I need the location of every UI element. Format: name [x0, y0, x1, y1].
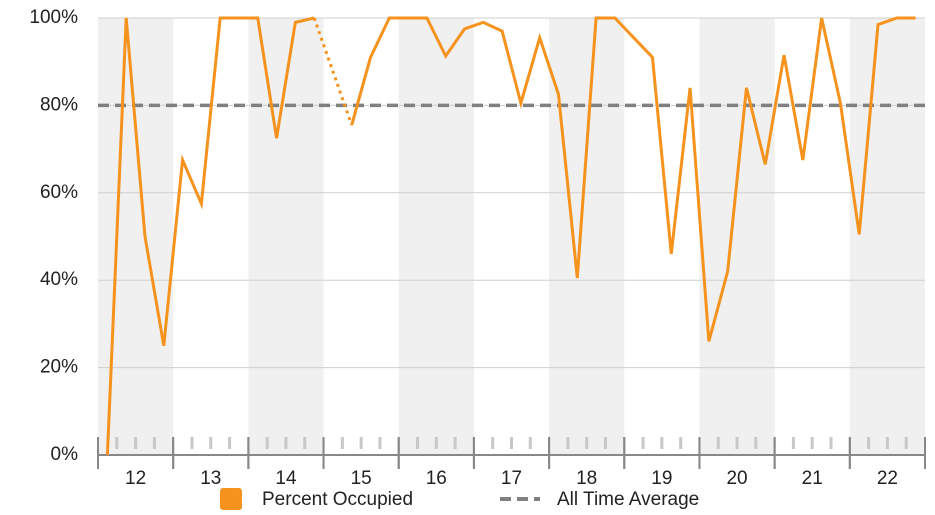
day-band: [549, 18, 625, 455]
legend-label: Percent Occupied: [262, 489, 413, 510]
y-tick-label: 100%: [29, 7, 78, 28]
day-band: [699, 18, 775, 455]
x-tick-label: 22: [877, 468, 898, 489]
day-band: [849, 18, 925, 455]
x-tick-label: 13: [200, 468, 221, 489]
x-tick-label: 21: [802, 468, 823, 489]
x-tick-label: 20: [726, 468, 747, 489]
y-tick-label: 0%: [51, 444, 79, 465]
y-tick-label: 20%: [40, 357, 78, 378]
x-tick-label: 17: [501, 468, 522, 489]
x-tick-label: 15: [351, 468, 372, 489]
y-tick-label: 60%: [40, 182, 78, 203]
y-tick-label: 80%: [40, 94, 78, 115]
legend-label: All Time Average: [557, 489, 699, 510]
gap-connector: [312, 17, 354, 126]
x-tick-label: 12: [125, 468, 146, 489]
occupancy-line: [105, 16, 315, 456]
occupancy-line: [350, 16, 916, 342]
day-band: [398, 18, 474, 455]
legend-swatch: [220, 488, 242, 510]
x-tick-label: 16: [426, 468, 447, 489]
x-tick-label: 19: [651, 468, 672, 489]
x-tick-label: 18: [576, 468, 597, 489]
day-band: [248, 18, 324, 455]
x-tick-label: 14: [275, 468, 297, 489]
y-tick-label: 40%: [40, 269, 78, 290]
